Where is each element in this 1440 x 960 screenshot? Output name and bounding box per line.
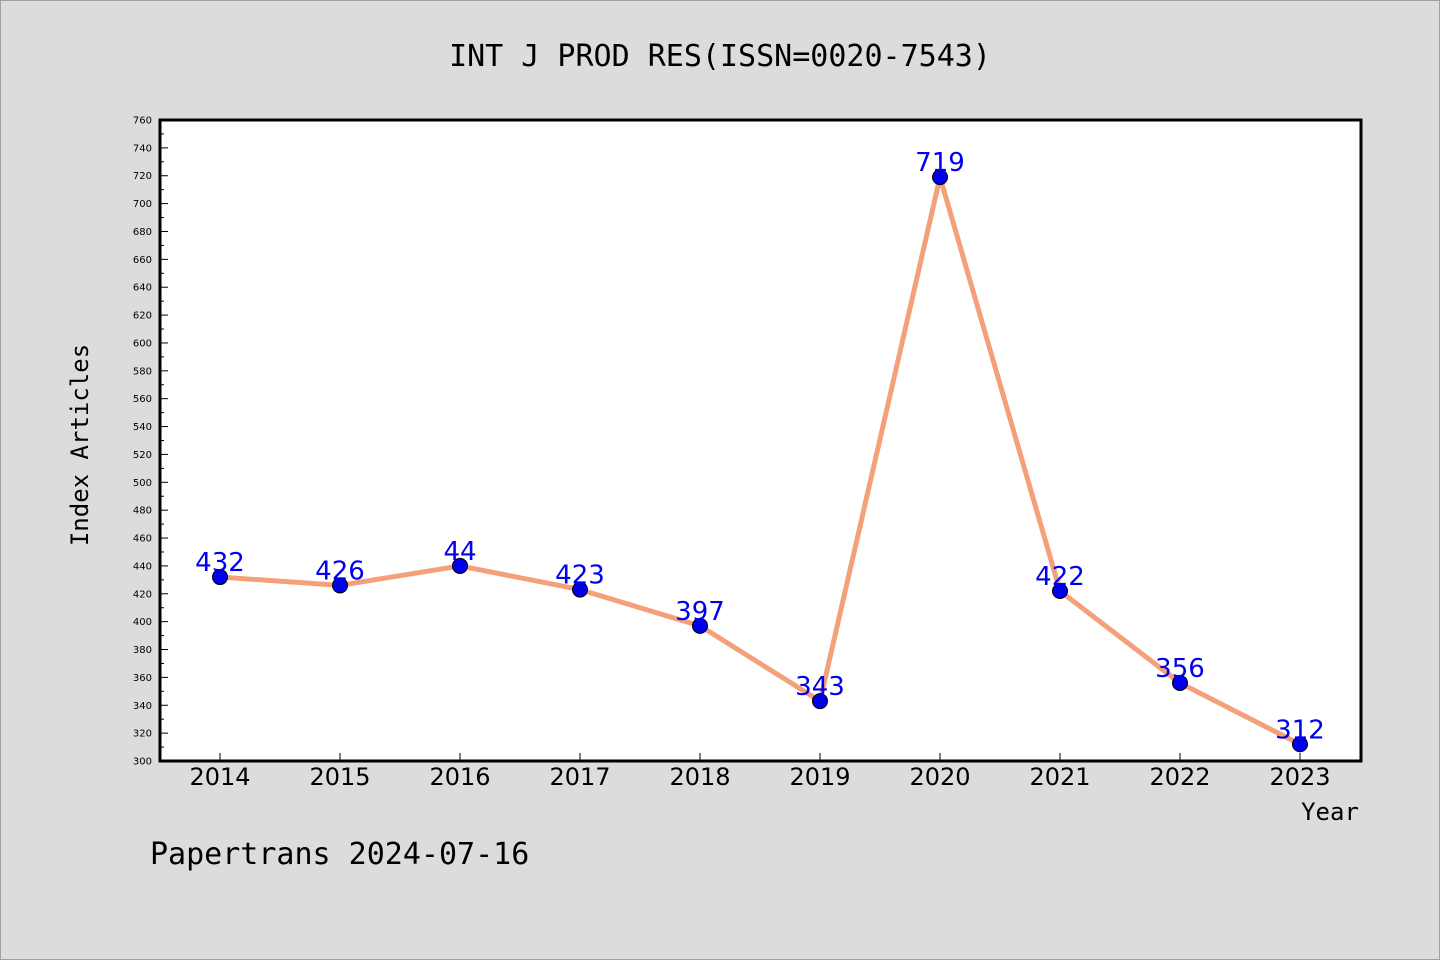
data-label: 343 bbox=[795, 672, 845, 702]
axis-ticks: 300 320 340 360 380 400 420 440 460 480 500 520 540 5… bbox=[133, 116, 1331, 792]
y-tick-label: 500 bbox=[133, 478, 152, 489]
data-label: 432 bbox=[195, 548, 245, 578]
plot-border bbox=[158, 118, 1363, 763]
y-tick-label: 360 bbox=[133, 673, 152, 684]
x-tick-label: 2017 bbox=[549, 763, 610, 791]
data-point bbox=[332, 577, 348, 594]
data-label: 719 bbox=[915, 148, 965, 178]
series-line bbox=[217, 174, 1303, 747]
y-tick-label: 460 bbox=[133, 534, 152, 545]
chart-title: INT J PROD RES(ISSN=0020-7543) bbox=[449, 39, 991, 74]
data-label: 426 bbox=[315, 556, 365, 586]
x-tick-label: 2022 bbox=[1149, 763, 1210, 791]
y-tick-label: 320 bbox=[133, 729, 152, 740]
x-tick-label: 2015 bbox=[309, 763, 370, 791]
y-tick-label: 740 bbox=[133, 143, 152, 154]
y-tick-label: 720 bbox=[133, 171, 152, 182]
y-axis-label: Index Articles bbox=[66, 344, 94, 546]
x-tick-label: 2018 bbox=[669, 763, 730, 791]
y-tick-label: 700 bbox=[133, 199, 152, 210]
data-point bbox=[932, 169, 948, 186]
data-point bbox=[1172, 674, 1188, 691]
y-tick-label: 400 bbox=[133, 617, 152, 628]
x-tick-label: 2019 bbox=[789, 763, 850, 791]
y-tick-label: 580 bbox=[133, 366, 152, 377]
x-tick-label: 2014 bbox=[189, 763, 250, 791]
y-tick-label: 380 bbox=[133, 645, 152, 656]
y-tick-label: 540 bbox=[133, 422, 152, 433]
data-point bbox=[812, 693, 828, 710]
data-point bbox=[1292, 736, 1308, 753]
data-point bbox=[572, 581, 588, 598]
y-tick-label: 420 bbox=[133, 589, 152, 600]
data-point bbox=[212, 569, 228, 586]
x-tick-label: 2021 bbox=[1029, 763, 1090, 791]
data-label: 422 bbox=[1035, 562, 1085, 592]
y-tick-label: 560 bbox=[133, 394, 152, 405]
plot-area bbox=[160, 120, 1361, 761]
y-tick-label: 680 bbox=[133, 227, 152, 238]
y-tick-label: 340 bbox=[133, 701, 152, 712]
y-tick-label: 760 bbox=[133, 116, 152, 127]
data-label: 356 bbox=[1155, 654, 1205, 684]
y-tick-label: 300 bbox=[133, 757, 152, 768]
y-tick-label: 480 bbox=[133, 506, 152, 517]
y-tick-label: 440 bbox=[133, 561, 152, 572]
y-tick-label: 660 bbox=[133, 255, 152, 266]
x-tick-label: 2020 bbox=[909, 763, 970, 791]
data-point bbox=[452, 557, 468, 574]
footer-text: Papertrans 2024-07-16 bbox=[150, 837, 529, 872]
x-axis-label: Year bbox=[1301, 798, 1359, 826]
data-point bbox=[692, 617, 708, 634]
data-label: 397 bbox=[675, 597, 725, 627]
data-label: 423 bbox=[555, 561, 605, 591]
x-tick-label: 2016 bbox=[429, 763, 490, 791]
data-label: 44 bbox=[443, 537, 476, 567]
data-point bbox=[1052, 582, 1068, 599]
data-label: 312 bbox=[1275, 715, 1325, 745]
y-tick-label: 640 bbox=[133, 283, 152, 294]
y-tick-label: 520 bbox=[133, 450, 152, 461]
x-tick-label: 2023 bbox=[1269, 763, 1330, 791]
y-tick-label: 600 bbox=[133, 338, 152, 349]
y-tick-label: 620 bbox=[133, 311, 152, 322]
series-line-group bbox=[212, 169, 1308, 753]
data-labels-group: 432 426 44 423 397 343 719 422 356 312 bbox=[195, 148, 1325, 745]
